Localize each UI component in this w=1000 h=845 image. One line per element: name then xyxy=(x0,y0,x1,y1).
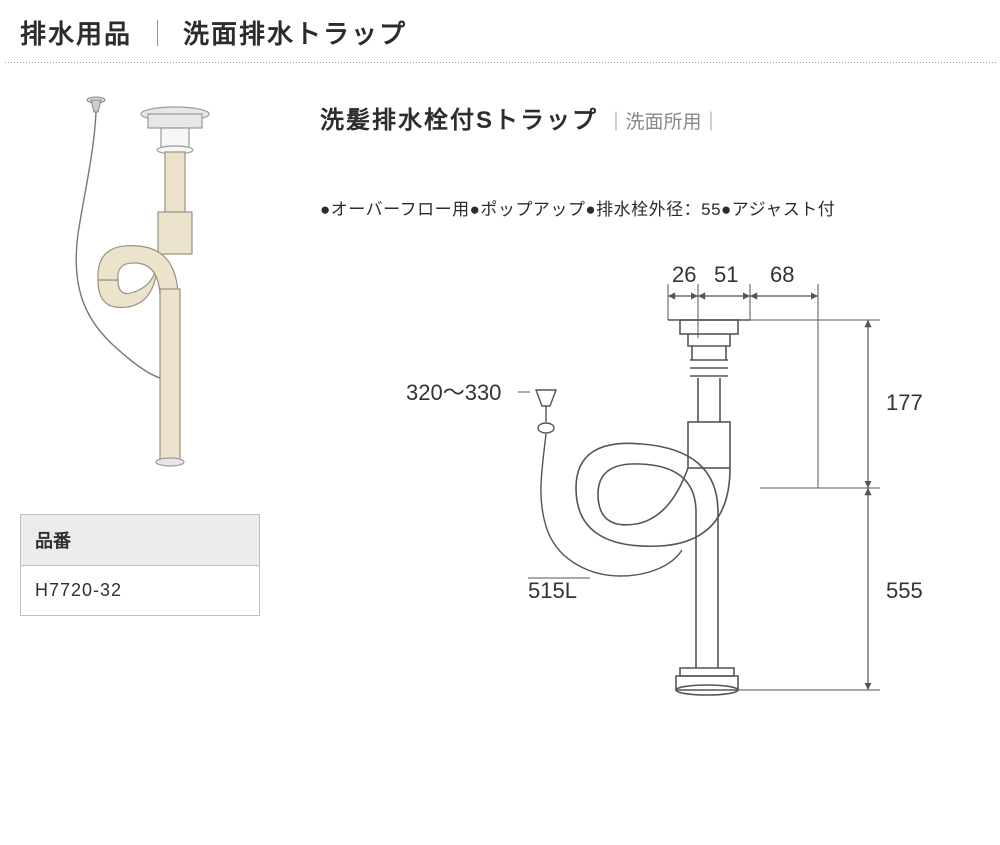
page-header: 排水用品 ｜ 洗面排水トラップ xyxy=(0,0,1000,61)
spec-header: 品番 xyxy=(21,515,260,566)
dim-top-a: 26 xyxy=(672,262,696,287)
product-photo xyxy=(20,84,290,484)
dim-right-lower: 555 xyxy=(886,578,923,603)
dim-wire-len: 515L xyxy=(528,578,577,603)
left-column: 品番 H7720-32 xyxy=(20,84,290,710)
header-separator: ｜ xyxy=(144,19,170,49)
product-name: 洗髪排水栓付Sトラップ xyxy=(320,107,598,134)
spec-bullets: ●オーバーフロー用●ポップアップ●排水栓外径：55●アジャスト付 xyxy=(320,195,980,220)
dim-top-c: 68 xyxy=(770,262,794,287)
diagram-svg: 26 51 68 177 555 320～330 515L xyxy=(320,250,960,710)
spec-table: 品番 H7720-32 xyxy=(20,514,260,616)
dotted-divider xyxy=(4,61,996,64)
dim-right-upper: 177 xyxy=(886,390,923,415)
right-column: 洗髪排水栓付Sトラップ ｜洗面所用｜ ●オーバーフロー用●ポップアップ●排水栓外… xyxy=(320,84,980,710)
dim-top-b: 51 xyxy=(714,262,738,287)
category-label: 排水用品 xyxy=(20,19,132,49)
spec-value: H7720-32 xyxy=(21,566,260,616)
product-title-row: 洗髪排水栓付Sトラップ ｜洗面所用｜ xyxy=(320,100,980,135)
dim-left-range: 320～330 xyxy=(406,380,501,405)
photo-svg xyxy=(20,84,290,484)
technical-diagram: 26 51 68 177 555 320～330 515L xyxy=(320,250,960,710)
product-usage: ｜洗面所用｜ xyxy=(606,112,720,133)
subcategory-label: 洗面排水トラップ xyxy=(183,19,407,49)
content-row: 品番 H7720-32 洗髪排水栓付Sトラップ ｜洗面所用｜ ●オーバーフロー用… xyxy=(0,84,1000,710)
